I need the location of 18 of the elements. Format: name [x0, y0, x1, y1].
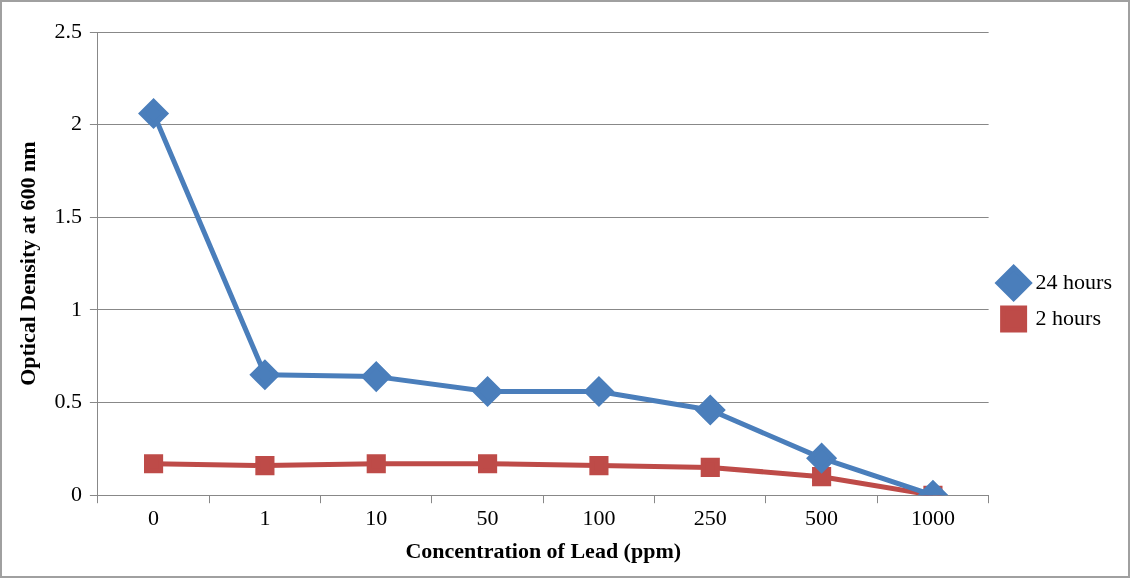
x-tick-label: 250: [693, 505, 727, 531]
legend-label: 24 hours: [1035, 268, 1112, 294]
x-tick-label: 500: [805, 505, 839, 531]
y-tick-label: 2.5: [54, 17, 82, 43]
x-tick-label: 10: [365, 505, 388, 531]
x-axis-title: Concentration of Lead (ppm): [405, 538, 682, 564]
legend-label: 2 hours: [1035, 304, 1101, 330]
y-tick-label: 2: [70, 110, 82, 136]
y-axis-title: Optical Density at 600 nm: [14, 141, 40, 386]
x-tick-label: 50: [476, 505, 499, 531]
y-tick-label: 0: [70, 480, 82, 506]
x-tick-label: 1000: [910, 505, 955, 531]
y-tick-label: 1: [70, 295, 82, 321]
x-tick-label: 100: [582, 505, 616, 531]
x-tick-label: 0: [148, 505, 160, 531]
x-tick-label: 1: [259, 505, 271, 531]
y-tick-label: 1.5: [54, 203, 82, 229]
y-tick-label: 0.5: [54, 388, 82, 414]
